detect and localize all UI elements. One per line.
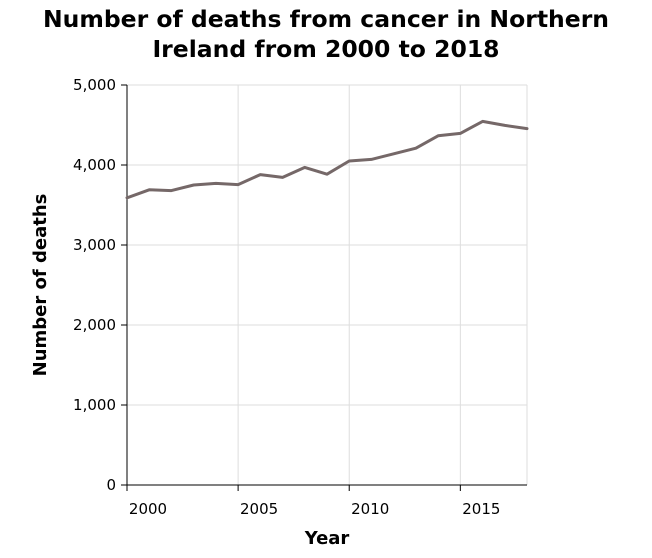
y-tick-label: 1,000 <box>73 396 116 414</box>
grid-lines <box>126 84 528 486</box>
x-axis-ticks: 2000 2005 2010 2015 <box>126 485 500 518</box>
chart-title: Number of deaths from cancer in Northern… <box>0 4 652 64</box>
y-axis-title: Number of deaths <box>30 194 51 377</box>
x-tick-label: 2015 <box>462 500 500 518</box>
chart-title-line-1: Number of deaths from cancer in Northern <box>42 5 610 33</box>
y-tick-label: 0 <box>106 476 116 494</box>
y-axis-ticks: 0 1,000 2,000 3,000 4,000 5,000 <box>73 76 127 494</box>
x-tick-label: 2000 <box>129 500 167 518</box>
x-axis-title: Year <box>304 528 350 549</box>
y-tick-label: 3,000 <box>73 236 116 254</box>
x-tick-label: 2010 <box>351 500 389 518</box>
chart-title-line-2: Ireland from 2000 to 2018 <box>152 35 500 63</box>
axes <box>126 85 527 486</box>
series-group <box>125 119 529 200</box>
y-tick-label: 4,000 <box>73 156 116 174</box>
y-tick-label: 2,000 <box>73 316 116 334</box>
y-tick-label: 5,000 <box>73 76 116 94</box>
x-tick-label: 2005 <box>240 500 278 518</box>
series-line <box>125 119 529 200</box>
